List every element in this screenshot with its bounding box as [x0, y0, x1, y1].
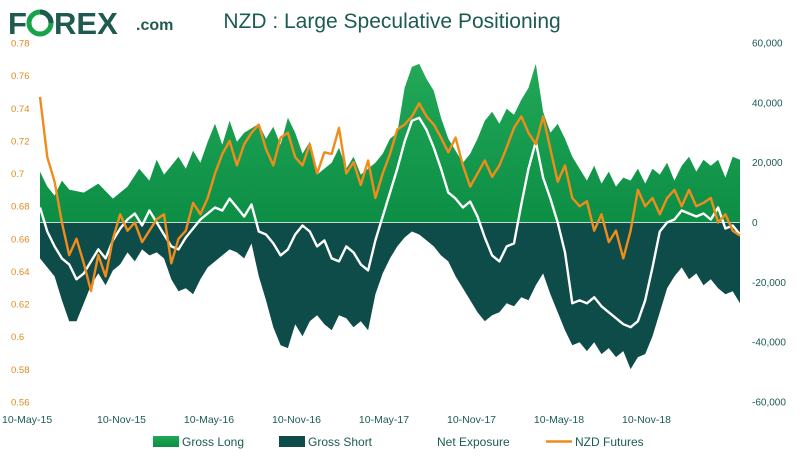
- left-tick-label: 0.76: [11, 71, 30, 82]
- left-tick-label: 0.58: [11, 365, 30, 376]
- x-tick-label: 10-May-15: [2, 414, 52, 426]
- net-exposure-line: [38, 116, 741, 329]
- legend-item-gross-long[interactable]: Gross Long: [153, 435, 244, 449]
- legend-item-net-exposure[interactable]: Net Exposure: [410, 435, 510, 449]
- chart-title: NZD : Large Speculative Positioning: [223, 10, 560, 33]
- logo-o-icon: [26, 9, 54, 37]
- logo-suffix: .com: [136, 17, 173, 34]
- left-tick-label: 0.78: [11, 39, 30, 50]
- x-tick-label: 10-May-17: [359, 414, 409, 426]
- left-tick-label: 0.68: [11, 202, 30, 213]
- right-tick-label: -60,000: [752, 398, 786, 409]
- gross-short-swatch: [279, 436, 305, 447]
- right-tick-label: -20,000: [752, 278, 786, 289]
- nzd-futures-line: [38, 96, 741, 293]
- right-tick-label: 60,000: [752, 39, 783, 50]
- x-tick-label: 10-Nov-17: [447, 414, 496, 426]
- logo-rest: REX: [54, 6, 118, 41]
- left-tick-label: 0.7: [11, 169, 24, 180]
- legend-item-gross-short[interactable]: Gross Short: [279, 435, 373, 449]
- x-tick-label: 10-May-16: [184, 414, 234, 426]
- right-tick-label: 40,000: [752, 98, 783, 109]
- x-tick-label: 10-May-18: [534, 414, 584, 426]
- gross-short-area: [40, 222, 740, 370]
- legend: Gross Long Gross Short Net Exposure NZD …: [153, 435, 644, 449]
- left-tick-label: 0.6: [11, 332, 24, 343]
- legend-label: Gross Long: [182, 435, 244, 449]
- right-tick-label: 20,000: [752, 158, 783, 169]
- left-tick-label: 0.62: [11, 300, 30, 311]
- x-tick-label: 10-Nov-16: [272, 414, 321, 426]
- right-tick-label: -40,000: [752, 338, 786, 349]
- legend-label: Gross Short: [308, 435, 373, 449]
- left-tick-label: 0.66: [11, 234, 30, 245]
- left-tick-label: 0.72: [11, 136, 30, 147]
- x-tick-label: 10-Nov-18: [622, 414, 671, 426]
- left-tick-label: 0.56: [11, 398, 30, 409]
- x-tick-label: 10-Nov-15: [97, 414, 146, 426]
- legend-label: NZD Futures: [575, 435, 644, 449]
- right-tick-label: 0: [752, 218, 758, 229]
- right-axis-ticks: 60,000 40,000 20,000 0 -20,000 -40,000 -60,000: [752, 39, 786, 409]
- logo-f: F: [8, 6, 27, 41]
- gross-long-swatch: [153, 436, 179, 447]
- left-axis-ticks: 0.78 0.76 0.74 0.72 0.7 0.68 0.66 0.64 0.62 0.6 0.…: [11, 39, 30, 409]
- x-axis-ticks: 10-May-15 10-Nov-15 10-May-16 10-Nov-16 10-M…: [2, 414, 671, 426]
- forex-logo[interactable]: F REX .com: [8, 6, 173, 41]
- plot-area: [38, 63, 741, 370]
- left-tick-label: 0.74: [11, 104, 30, 115]
- left-tick-label: 0.64: [11, 267, 30, 278]
- gross-long-area: [40, 63, 740, 223]
- legend-label: Net Exposure: [437, 435, 510, 449]
- legend-item-nzd-futures[interactable]: NZD Futures: [546, 435, 644, 449]
